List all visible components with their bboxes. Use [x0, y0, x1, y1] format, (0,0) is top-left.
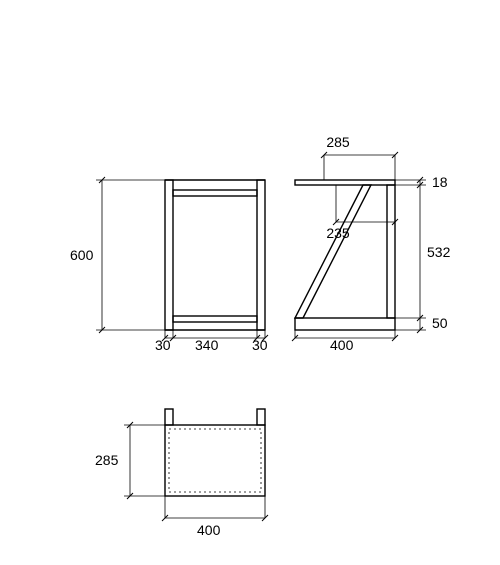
- dim-label: 400: [330, 337, 354, 353]
- shape: [173, 190, 257, 196]
- shape: [257, 180, 265, 330]
- dim-label: 400: [197, 522, 221, 538]
- dim-label: 30: [252, 337, 268, 353]
- shape: [387, 185, 395, 318]
- dim-label: 340: [195, 337, 219, 353]
- shape: [165, 409, 173, 425]
- dim-label: 285: [326, 134, 350, 150]
- dim-label: 18: [432, 174, 448, 190]
- shape: [257, 409, 265, 425]
- dim-label: 600: [70, 247, 94, 263]
- shape: [295, 180, 395, 185]
- dim-label: 50: [432, 315, 448, 331]
- dim-label: 285: [95, 452, 119, 468]
- hidden-line: [169, 429, 261, 492]
- shape: [165, 425, 265, 496]
- shape: [165, 180, 173, 330]
- dim-label: 30: [155, 337, 171, 353]
- shape: [173, 316, 257, 322]
- dim-label: 532: [427, 244, 451, 260]
- dim-label: 235: [326, 225, 350, 241]
- shape: [295, 318, 395, 330]
- shape: [295, 185, 371, 318]
